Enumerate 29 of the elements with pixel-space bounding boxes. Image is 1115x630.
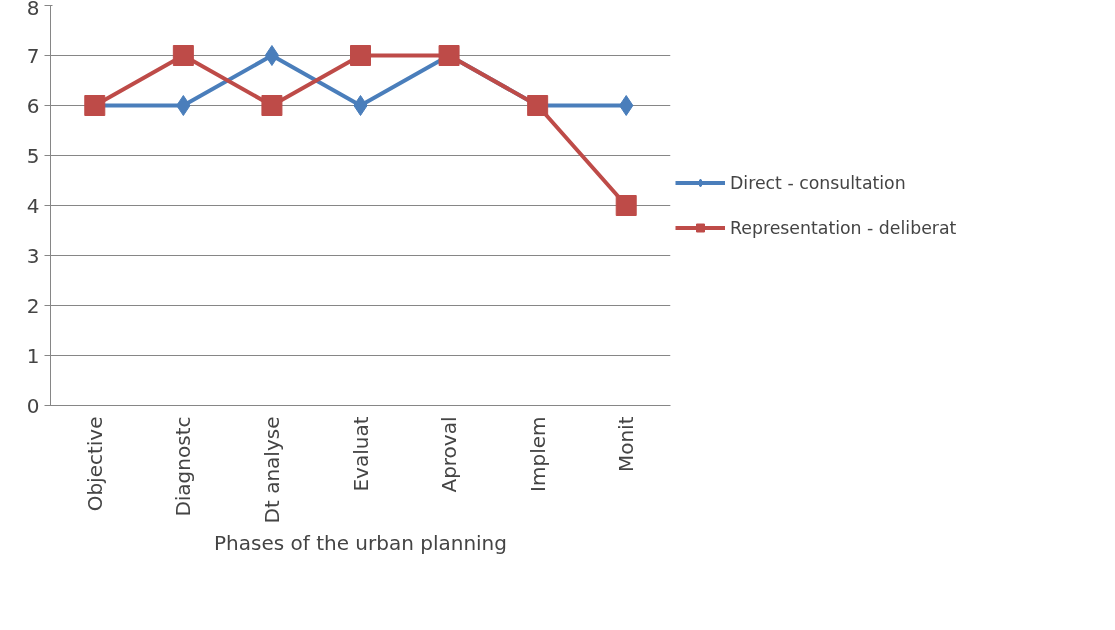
point xyxy=(353,95,368,116)
x-tick-label: Dt analyse xyxy=(259,416,284,524)
y-tick-label: 7 xyxy=(26,43,40,68)
x-tick-label: Monit xyxy=(614,416,639,473)
point xyxy=(172,45,194,66)
x-axis-title: Phases of the urban planning xyxy=(214,531,507,556)
x-tick-label: Implem xyxy=(525,416,550,492)
point xyxy=(615,195,637,216)
point xyxy=(619,95,634,116)
point xyxy=(527,95,549,116)
y-tick-label: 3 xyxy=(26,243,40,268)
x-tick-label: Objective xyxy=(82,416,107,512)
legend-label: Representation - deliberat xyxy=(730,217,957,238)
x-tick-label: Evaluat xyxy=(348,416,373,492)
y-tick-label: 0 xyxy=(26,393,40,418)
y-tick-label: 5 xyxy=(26,143,40,168)
x-tick-label: Aproval xyxy=(437,416,462,493)
y-tick-label: 1 xyxy=(26,343,40,368)
point xyxy=(84,95,106,116)
point xyxy=(176,95,191,116)
legend-label: Direct - consultation xyxy=(730,172,906,193)
y-tick-label: 6 xyxy=(26,93,40,118)
x-tick-label: Diagnostc xyxy=(171,416,196,517)
point xyxy=(261,95,283,116)
y-tick-label: 8 xyxy=(26,0,40,20)
point xyxy=(264,45,280,66)
y-tick-label: 4 xyxy=(26,193,40,218)
y-tick-label: 2 xyxy=(26,293,40,318)
point xyxy=(350,45,371,66)
